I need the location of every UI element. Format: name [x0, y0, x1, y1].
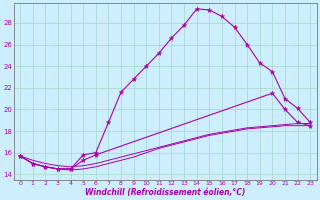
X-axis label: Windchill (Refroidissement éolien,°C): Windchill (Refroidissement éolien,°C): [85, 188, 245, 197]
